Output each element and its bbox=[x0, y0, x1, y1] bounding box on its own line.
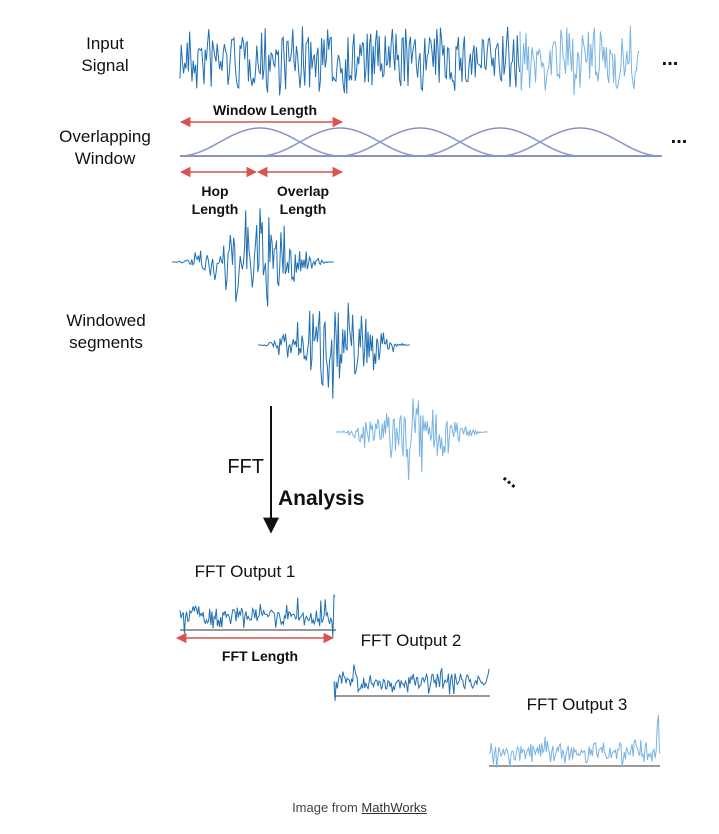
fft1-trace bbox=[179, 593, 336, 638]
input-signal-waveform bbox=[179, 25, 640, 96]
windowed-segments-label: Windowed segments bbox=[66, 311, 146, 352]
window-curve-2 bbox=[260, 127, 420, 157]
seg1-trace bbox=[172, 208, 334, 307]
input-signal-trace-faded bbox=[519, 25, 640, 95]
windowed-segment-3 bbox=[336, 398, 488, 481]
fft-output-3-label: FFT Output 3 bbox=[526, 695, 628, 714]
fft-output-2-label: FFT Output 2 bbox=[360, 631, 462, 650]
fft-label: FFT bbox=[227, 456, 264, 478]
fft-output-1-spectrum bbox=[179, 593, 336, 638]
fft-output-3-spectrum bbox=[488, 715, 660, 768]
overlap-length-label: Overlap Length bbox=[276, 183, 330, 217]
window-curve-5 bbox=[500, 127, 660, 157]
windowed-segment-1 bbox=[172, 208, 334, 307]
fft3-trace bbox=[488, 715, 660, 768]
fft-length-label: FFT Length bbox=[221, 648, 299, 664]
window-curve-1 bbox=[180, 127, 340, 157]
input-signal-label: Input Signal bbox=[81, 34, 129, 75]
window-ellipsis: ... bbox=[670, 126, 688, 148]
hop-length-label: Hop Length bbox=[191, 183, 239, 217]
caption-prefix: Image from bbox=[292, 800, 362, 815]
overlapping-window-curves bbox=[180, 127, 662, 157]
window-curve-4 bbox=[420, 127, 580, 157]
mathworks-link[interactable]: MathWorks bbox=[361, 800, 427, 815]
fft2-trace bbox=[333, 664, 490, 701]
fft-output-2-spectrum bbox=[333, 664, 490, 701]
analysis-label: Analysis bbox=[278, 487, 365, 510]
seg2-trace bbox=[258, 302, 410, 399]
window-length-label: Window Length bbox=[212, 102, 318, 118]
windowed-segment-2 bbox=[258, 302, 410, 399]
input-ellipsis: ... bbox=[661, 48, 679, 70]
image-caption: Image from MathWorks bbox=[0, 800, 719, 815]
window-curve-3 bbox=[340, 127, 500, 157]
input-signal-trace bbox=[179, 26, 521, 96]
seg3-trace bbox=[336, 398, 488, 481]
overlapping-window-label: Overlapping Window bbox=[59, 127, 151, 168]
fft-output-1-label: FFT Output 1 bbox=[194, 562, 296, 581]
